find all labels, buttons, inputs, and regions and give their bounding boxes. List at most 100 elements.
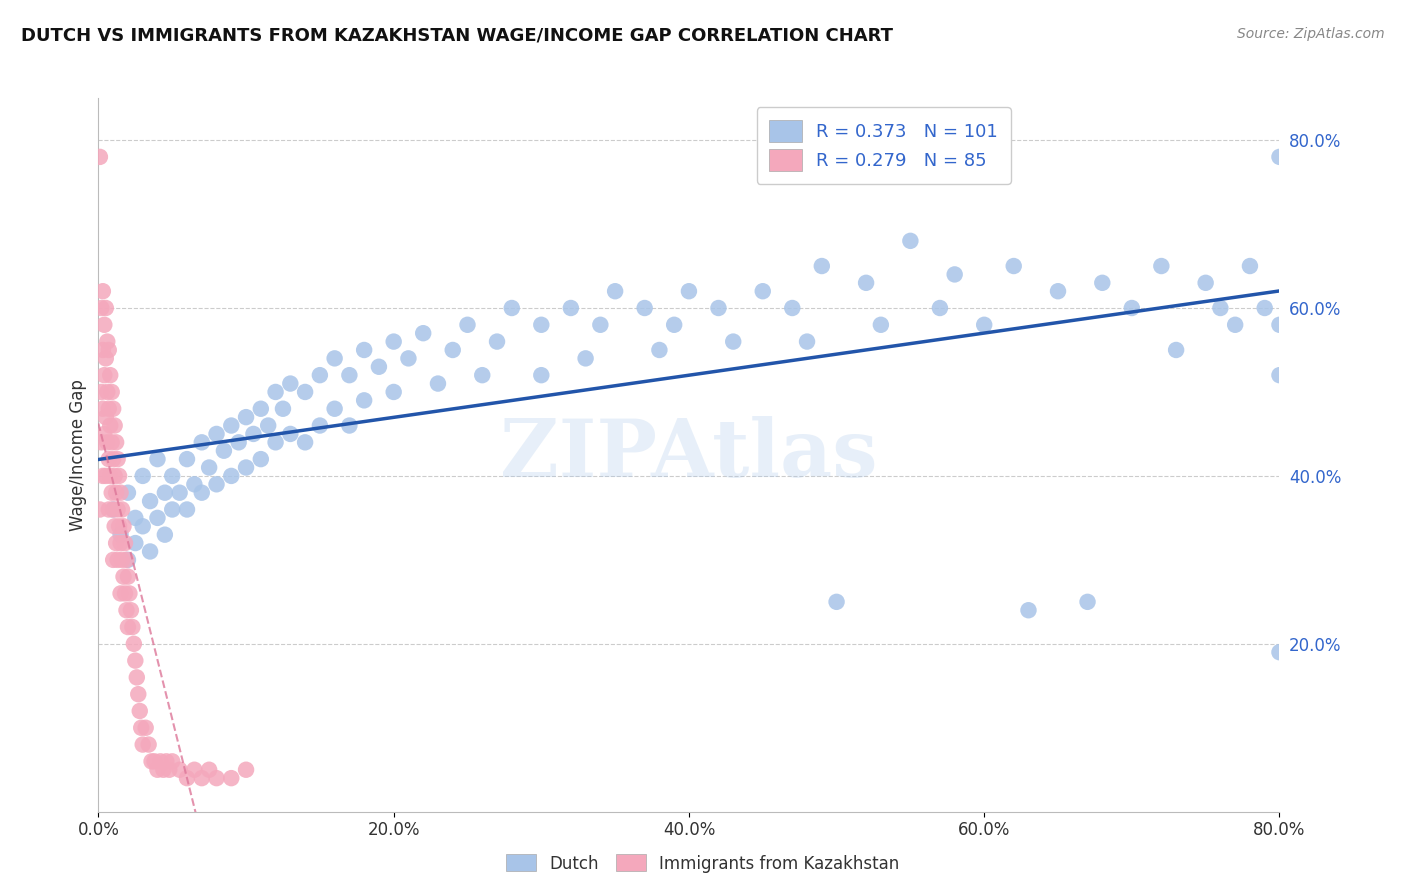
Point	[250, 452, 273, 467]
Point	[107, 452, 129, 467]
Point	[398, 351, 420, 366]
Point	[94, 410, 117, 425]
Point	[124, 654, 146, 668]
Point	[105, 485, 128, 500]
Point	[93, 368, 115, 383]
Point	[117, 620, 139, 634]
Point	[664, 318, 686, 332]
Point	[110, 536, 132, 550]
Point	[589, 318, 612, 332]
Point	[235, 763, 257, 777]
Point	[105, 435, 128, 450]
Point	[191, 771, 214, 785]
Point	[96, 334, 118, 349]
Point	[104, 418, 127, 433]
Point	[124, 536, 146, 550]
Point	[723, 334, 745, 349]
Point	[103, 452, 125, 467]
Point	[501, 301, 523, 315]
Point	[271, 401, 294, 416]
Point	[107, 553, 129, 567]
Point	[648, 343, 671, 357]
Point	[93, 318, 115, 332]
Point	[94, 301, 117, 315]
Point	[560, 301, 582, 315]
Point	[530, 318, 553, 332]
Point	[118, 586, 141, 600]
Point	[112, 569, 135, 583]
Point	[294, 435, 316, 450]
Point	[900, 234, 922, 248]
Point	[368, 359, 391, 374]
Point	[973, 318, 995, 332]
Point	[294, 384, 316, 399]
Point	[132, 519, 155, 533]
Point	[221, 469, 243, 483]
Point	[153, 485, 176, 500]
Point	[176, 771, 198, 785]
Point	[97, 452, 120, 467]
Point	[605, 284, 627, 298]
Point	[1268, 645, 1291, 659]
Point	[929, 301, 952, 315]
Point	[810, 259, 832, 273]
Point	[257, 418, 280, 433]
Point	[110, 485, 132, 500]
Point	[90, 384, 112, 399]
Point	[796, 334, 818, 349]
Point	[870, 318, 893, 332]
Point	[93, 426, 115, 441]
Point	[128, 704, 150, 718]
Point	[111, 553, 134, 567]
Point	[153, 527, 176, 541]
Point	[146, 511, 169, 525]
Point	[1254, 301, 1277, 315]
Point	[1268, 150, 1291, 164]
Point	[235, 460, 257, 475]
Text: ZIPAtlas: ZIPAtlas	[501, 416, 877, 494]
Point	[143, 755, 166, 769]
Point	[157, 763, 180, 777]
Point	[108, 519, 131, 533]
Point	[575, 351, 598, 366]
Point	[1166, 343, 1188, 357]
Text: DUTCH VS IMMIGRANTS FROM KAZAKHSTAN WAGE/INCOME GAP CORRELATION CHART: DUTCH VS IMMIGRANTS FROM KAZAKHSTAN WAGE…	[21, 27, 893, 45]
Point	[707, 301, 730, 315]
Point	[139, 544, 162, 558]
Point	[382, 334, 405, 349]
Point	[1195, 276, 1218, 290]
Point	[155, 755, 177, 769]
Point	[132, 469, 155, 483]
Point	[471, 368, 494, 383]
Point	[221, 771, 243, 785]
Point	[90, 435, 112, 450]
Point	[1209, 301, 1232, 315]
Legend: Dutch, Immigrants from Kazakhstan: Dutch, Immigrants from Kazakhstan	[499, 847, 907, 880]
Point	[183, 477, 205, 491]
Point	[221, 418, 243, 433]
Point	[198, 763, 221, 777]
Point	[103, 401, 125, 416]
Point	[125, 670, 148, 684]
Point	[97, 502, 120, 516]
Point	[1268, 368, 1291, 383]
Point	[115, 553, 138, 567]
Point	[530, 368, 553, 383]
Point	[1150, 259, 1173, 273]
Point	[825, 595, 848, 609]
Point	[1046, 284, 1070, 298]
Point	[205, 426, 228, 441]
Point	[120, 603, 142, 617]
Point	[114, 536, 136, 550]
Point	[122, 637, 145, 651]
Y-axis label: Wage/Income Gap: Wage/Income Gap	[69, 379, 87, 531]
Point	[141, 755, 163, 769]
Point	[94, 351, 117, 366]
Legend: R = 0.373   N = 101, R = 0.279   N = 85: R = 0.373 N = 101, R = 0.279 N = 85	[756, 107, 1011, 184]
Point	[110, 527, 132, 541]
Point	[169, 763, 191, 777]
Point	[228, 435, 250, 450]
Point	[235, 410, 257, 425]
Point	[1002, 259, 1025, 273]
Point	[441, 343, 464, 357]
